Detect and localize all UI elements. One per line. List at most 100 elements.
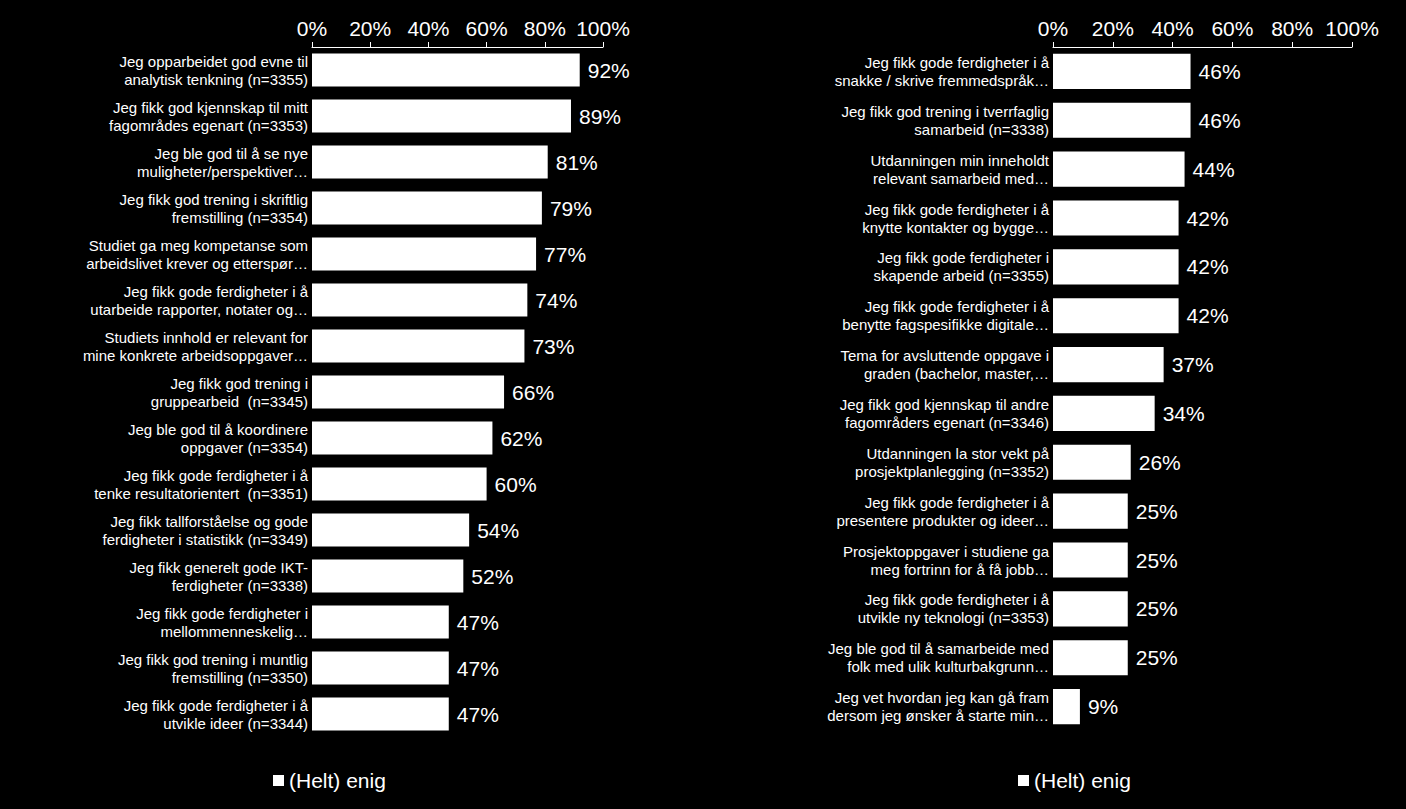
svg-text:Studiets innhold er relevant f: Studiets innhold er relevant for bbox=[105, 329, 308, 346]
svg-text:Tema for avsluttende oppgave i: Tema for avsluttende oppgave i bbox=[841, 347, 1049, 364]
svg-text:arbeidslivet krever og ettersp: arbeidslivet krever og etterspør… bbox=[86, 255, 308, 272]
svg-text:Jeg ble god til å se nye: Jeg ble god til å se nye bbox=[155, 145, 308, 162]
svg-text:100%: 100% bbox=[576, 17, 630, 40]
svg-text:73%: 73% bbox=[532, 335, 574, 358]
svg-text:graden (bachelor, master,…: graden (bachelor, master,… bbox=[864, 365, 1049, 382]
svg-text:Jeg vet hvordan jeg kan gå fra: Jeg vet hvordan jeg kan gå fram bbox=[835, 689, 1049, 706]
svg-text:81%: 81% bbox=[556, 151, 598, 174]
svg-text:Utdanningen la stor vekt på: Utdanningen la stor vekt på bbox=[866, 445, 1049, 462]
svg-text:26%: 26% bbox=[1139, 451, 1181, 474]
svg-text:prosjektplanlegging (n=3352): prosjektplanlegging (n=3352) bbox=[855, 463, 1049, 480]
svg-text:47%: 47% bbox=[457, 657, 499, 680]
svg-text:42%: 42% bbox=[1187, 255, 1229, 278]
svg-text:Studiet ga meg kompetanse som: Studiet ga meg kompetanse som bbox=[89, 237, 308, 254]
svg-text:Jeg fikk god trening i skriftl: Jeg fikk god trening i skriftlig bbox=[120, 191, 308, 208]
svg-text:skapende arbeid (n=3355): skapende arbeid (n=3355) bbox=[873, 267, 1049, 284]
svg-text:77%: 77% bbox=[544, 243, 586, 266]
svg-text:20%: 20% bbox=[349, 17, 391, 40]
svg-text:Utdanningen min inneholdt: Utdanningen min inneholdt bbox=[871, 152, 1050, 169]
svg-text:meg fortrinn for å få jobb…: meg fortrinn for å få jobb… bbox=[871, 561, 1049, 578]
svg-text:gruppearbeid (n=3345): gruppearbeid (n=3345) bbox=[151, 393, 308, 410]
svg-text:0%: 0% bbox=[1038, 17, 1068, 40]
svg-text:80%: 80% bbox=[1271, 17, 1313, 40]
svg-text:snakke / skrive fremmedspråk…: snakke / skrive fremmedspråk… bbox=[835, 72, 1049, 89]
svg-text:100%: 100% bbox=[1325, 17, 1379, 40]
svg-text:Jeg fikk god trening i muntlig: Jeg fikk god trening i muntlig bbox=[118, 651, 308, 668]
svg-text:utvikle ny teknologi (n=3353): utvikle ny teknologi (n=3353) bbox=[858, 609, 1049, 626]
svg-text:60%: 60% bbox=[466, 17, 508, 40]
svg-text:fagområders egenart (n=3346): fagområders egenart (n=3346) bbox=[845, 414, 1049, 431]
svg-text:46%: 46% bbox=[1199, 60, 1241, 83]
svg-text:25%: 25% bbox=[1136, 500, 1178, 523]
svg-text:analytisk tenkning (n=3355): analytisk tenkning (n=3355) bbox=[124, 71, 308, 88]
svg-text:Jeg fikk gode ferdigheter i å: Jeg fikk gode ferdigheter i å bbox=[865, 201, 1050, 218]
svg-text:oppgaver (n=3354): oppgaver (n=3354) bbox=[181, 439, 308, 456]
svg-text:Jeg fikk god trening i tverrfa: Jeg fikk god trening i tverrfaglig bbox=[841, 103, 1049, 120]
svg-text:79%: 79% bbox=[550, 197, 592, 220]
svg-text:42%: 42% bbox=[1187, 304, 1229, 327]
svg-text:fremstilling (n=3354): fremstilling (n=3354) bbox=[172, 209, 308, 226]
svg-text:ferdigheter (n=3338): ferdigheter (n=3338) bbox=[172, 577, 308, 594]
svg-text:Jeg fikk gode ferdigheter i å: Jeg fikk gode ferdigheter i å bbox=[124, 283, 309, 300]
svg-text:muligheter/perspektiver…: muligheter/perspektiver… bbox=[137, 163, 308, 180]
svg-text:74%: 74% bbox=[535, 289, 577, 312]
svg-text:ferdigheter i statistikk (n=33: ferdigheter i statistikk (n=3349) bbox=[102, 531, 308, 548]
svg-text:25%: 25% bbox=[1136, 646, 1178, 669]
svg-text:34%: 34% bbox=[1163, 402, 1205, 425]
svg-text:Jeg fikk tallforståelse og god: Jeg fikk tallforståelse og gode bbox=[110, 513, 308, 530]
svg-text:47%: 47% bbox=[457, 703, 499, 726]
svg-text:60%: 60% bbox=[1211, 17, 1253, 40]
svg-text:benytte fagspesifikke digitale: benytte fagspesifikke digitale… bbox=[842, 316, 1049, 333]
svg-text:mellommenneskelig…: mellommenneskelig… bbox=[160, 623, 308, 640]
svg-text:presentere produkter og ideer…: presentere produkter og ideer… bbox=[836, 512, 1049, 529]
svg-text:37%: 37% bbox=[1172, 353, 1214, 376]
svg-text:(Helt) enig: (Helt) enig bbox=[289, 769, 386, 792]
svg-text:Jeg fikk gode ferdigheter i å: Jeg fikk gode ferdigheter i å bbox=[865, 591, 1050, 608]
svg-text:Jeg fikk gode ferdigheter i å: Jeg fikk gode ferdigheter i å bbox=[124, 697, 309, 714]
svg-text:40%: 40% bbox=[1152, 17, 1194, 40]
svg-text:knytte kontakter og bygge…: knytte kontakter og bygge… bbox=[862, 219, 1049, 236]
svg-text:fremstilling (n=3350): fremstilling (n=3350) bbox=[172, 669, 308, 686]
svg-text:mine konkrete arbeidsoppgaver…: mine konkrete arbeidsoppgaver… bbox=[83, 347, 308, 364]
svg-text:Jeg fikk god kjennskap til mit: Jeg fikk god kjennskap til mitt bbox=[113, 99, 309, 116]
svg-text:Jeg fikk gode ferdigheter i: Jeg fikk gode ferdigheter i bbox=[877, 249, 1049, 266]
svg-text:fagområdes egenart (n=3353): fagområdes egenart (n=3353) bbox=[109, 117, 308, 134]
svg-text:Jeg fikk god kjennskap til and: Jeg fikk god kjennskap til andre bbox=[840, 396, 1049, 413]
svg-text:9%: 9% bbox=[1088, 695, 1118, 718]
svg-text:20%: 20% bbox=[1092, 17, 1134, 40]
svg-text:25%: 25% bbox=[1136, 597, 1178, 620]
svg-text:40%: 40% bbox=[407, 17, 449, 40]
svg-text:52%: 52% bbox=[471, 565, 513, 588]
svg-text:dersom jeg ønsker å starte min: dersom jeg ønsker å starte min… bbox=[827, 707, 1049, 724]
svg-text:tenke resultatorientert (n=33: tenke resultatorientert (n=3351) bbox=[94, 485, 308, 502]
svg-text:Jeg fikk gode ferdigheter i å: Jeg fikk gode ferdigheter i å bbox=[865, 54, 1050, 71]
svg-text:relevant samarbeid med…: relevant samarbeid med… bbox=[873, 170, 1049, 187]
svg-text:utarbeide rapporter, notater o: utarbeide rapporter, notater og… bbox=[90, 301, 308, 318]
svg-text:folk med ulik kulturbakgrunn…: folk med ulik kulturbakgrunn… bbox=[847, 658, 1049, 675]
svg-text:66%: 66% bbox=[512, 381, 554, 404]
svg-text:89%: 89% bbox=[579, 105, 621, 128]
svg-text:47%: 47% bbox=[457, 611, 499, 634]
svg-text:Jeg ble god til å koordinere: Jeg ble god til å koordinere bbox=[128, 421, 308, 438]
svg-text:46%: 46% bbox=[1199, 109, 1241, 132]
svg-text:Jeg fikk gode ferdigheter i å: Jeg fikk gode ferdigheter i å bbox=[865, 298, 1050, 315]
svg-text:utvikle ideer (n=3344): utvikle ideer (n=3344) bbox=[163, 715, 308, 732]
svg-text:samarbeid (n=3338): samarbeid (n=3338) bbox=[914, 121, 1049, 138]
svg-text:62%: 62% bbox=[500, 427, 542, 450]
svg-text:Jeg fikk generelt gode IKT-: Jeg fikk generelt gode IKT- bbox=[130, 559, 308, 576]
svg-text:Jeg opparbeidet god evne til: Jeg opparbeidet god evne til bbox=[120, 53, 308, 70]
svg-text:60%: 60% bbox=[495, 473, 537, 496]
svg-text:Jeg fikk god trening i: Jeg fikk god trening i bbox=[170, 375, 308, 392]
svg-text:25%: 25% bbox=[1136, 549, 1178, 572]
svg-text:54%: 54% bbox=[477, 519, 519, 542]
svg-text:Jeg fikk gode ferdigheter i å: Jeg fikk gode ferdigheter i å bbox=[124, 467, 309, 484]
svg-text:44%: 44% bbox=[1193, 158, 1235, 181]
svg-text:Jeg fikk gode ferdigheter i å: Jeg fikk gode ferdigheter i å bbox=[865, 494, 1050, 511]
svg-text:80%: 80% bbox=[524, 17, 566, 40]
svg-text:(Helt) enig: (Helt) enig bbox=[1034, 769, 1131, 792]
svg-text:0%: 0% bbox=[297, 17, 327, 40]
svg-text:Jeg fikk gode ferdigheter i: Jeg fikk gode ferdigheter i bbox=[136, 605, 308, 622]
svg-text:92%: 92% bbox=[588, 59, 630, 82]
svg-text:42%: 42% bbox=[1187, 207, 1229, 230]
svg-text:Prosjektoppgaver i studiene ga: Prosjektoppgaver i studiene ga bbox=[843, 543, 1050, 560]
